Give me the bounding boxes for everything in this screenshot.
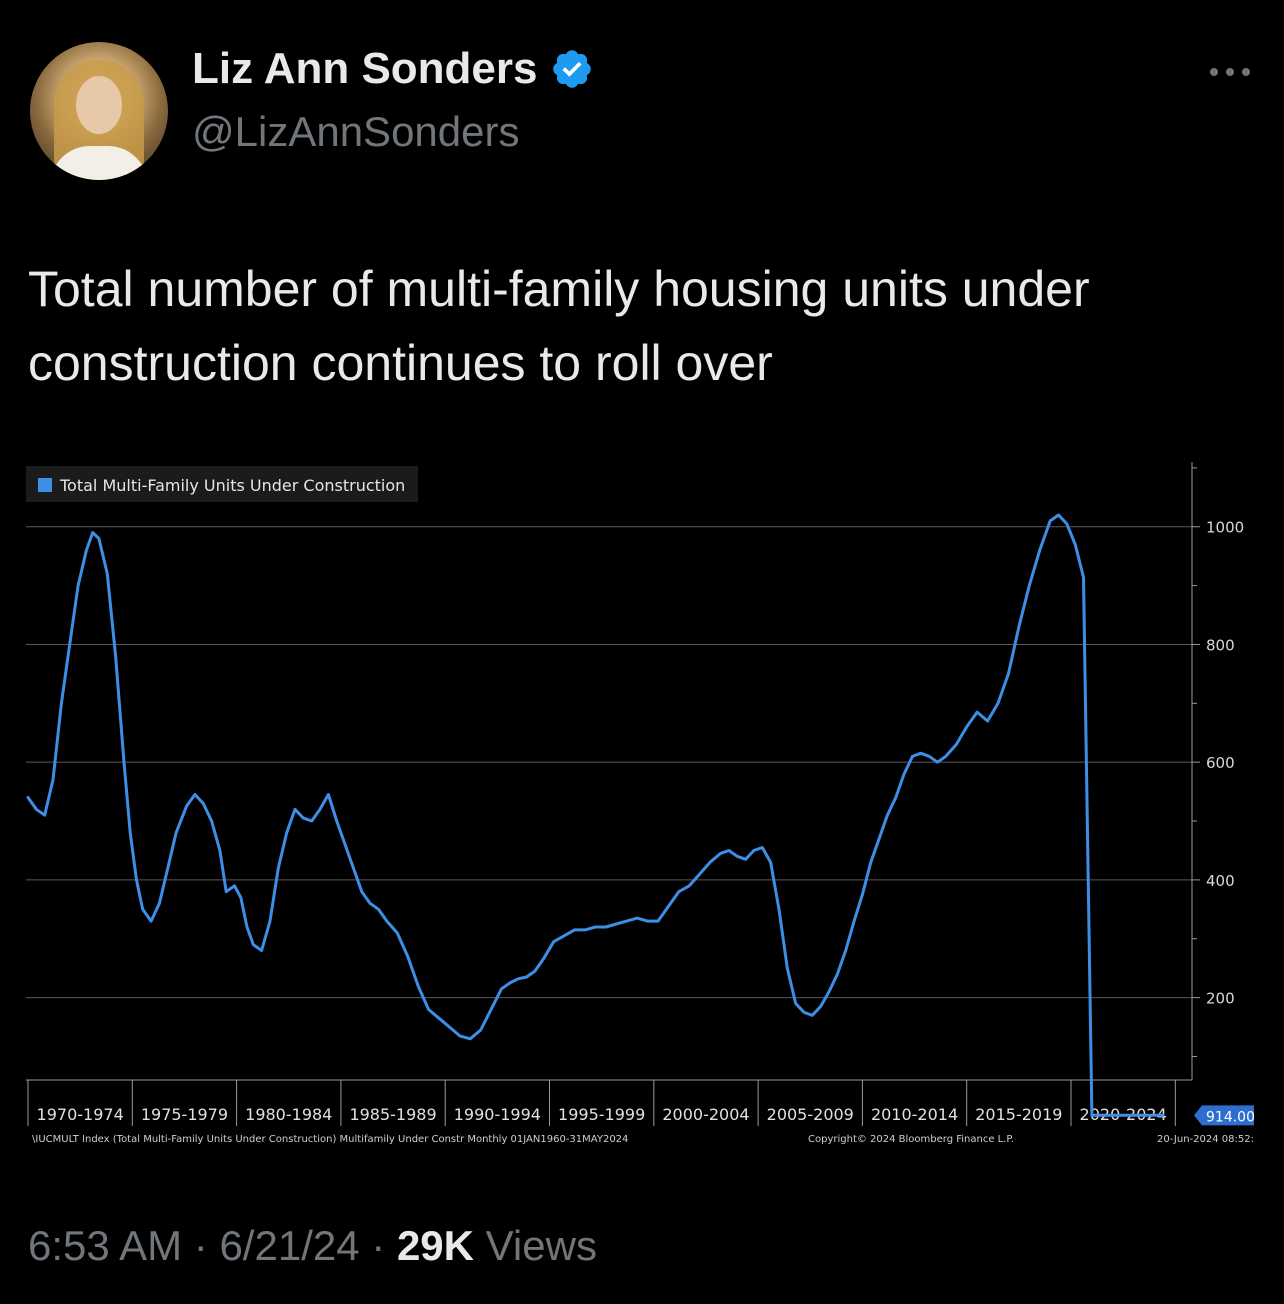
x-tick-label: 2010-2014 — [871, 1105, 958, 1124]
views-count: 29K — [396, 1222, 474, 1269]
verified-badge-icon — [550, 47, 594, 91]
x-tick-label: 1970-1974 — [37, 1105, 124, 1124]
x-tick-label: 2005-2009 — [767, 1105, 854, 1124]
author-display-name[interactable]: Liz Ann Sonders — [192, 44, 538, 93]
meta-separator: · — [371, 1222, 386, 1269]
chart-svg: 200 400 600 800 1000 1970-1974 1975-1979 1980-1… — [26, 462, 1255, 1145]
author-handle[interactable]: @LizAnnSonders — [192, 108, 520, 155]
x-tick-label: 1980-1984 — [245, 1105, 332, 1124]
tweet-text: Total number of multi-family housing uni… — [28, 261, 1090, 391]
chart-footer-copyright: Copyright© 2024 Bloomberg Finance L.P. — [808, 1134, 1014, 1145]
x-tick-label: 2015-2019 — [975, 1105, 1062, 1124]
x-tick-label: 1975-1979 — [141, 1105, 228, 1124]
more-horizontal-icon[interactable] — [1206, 62, 1254, 82]
legend-label: Total Multi-Family Units Under Construct… — [59, 476, 405, 495]
x-tick-label: 1985-1989 — [349, 1105, 436, 1124]
legend-box — [26, 466, 418, 502]
chart-footer-timestamp: 20-Jun-2024 08:52: — [1157, 1134, 1254, 1145]
tweet-meta: 6:53 AM · 6/21/24 · 29K Views — [28, 1222, 597, 1270]
tweet-date[interactable]: 6/21/24 — [219, 1222, 360, 1269]
y-tick-label: 800 — [1206, 636, 1235, 654]
avatar[interactable] — [30, 42, 168, 180]
views-label: Views — [485, 1222, 597, 1269]
chart-image[interactable]: 200 400 600 800 1000 1970-1974 1975-1979 1980-1… — [26, 462, 1260, 1158]
y-tick-label: 400 — [1206, 872, 1235, 890]
y-tick-label: 200 — [1206, 990, 1235, 1008]
author-name-row[interactable]: Liz Ann Sonders — [192, 44, 594, 94]
meta-separator: · — [193, 1222, 208, 1269]
series-line — [26, 513, 1165, 1117]
tweet-time[interactable]: 6:53 AM — [28, 1222, 183, 1269]
legend-swatch — [38, 478, 52, 492]
x-tick-label: 1995-1999 — [558, 1105, 645, 1124]
x-tick-label: 2000-2004 — [662, 1105, 749, 1124]
chart-footer-source: \IUCMULT Index (Total Multi-Family Units… — [32, 1134, 628, 1145]
y-tick-label: 600 — [1206, 754, 1235, 772]
avatar-face — [76, 76, 122, 134]
y-tick-label: 1000 — [1206, 519, 1244, 537]
last-value-label: 914.00 — [1206, 1109, 1255, 1125]
x-tick-label: 1990-1994 — [454, 1105, 541, 1124]
last-value-marker — [1194, 1105, 1254, 1126]
